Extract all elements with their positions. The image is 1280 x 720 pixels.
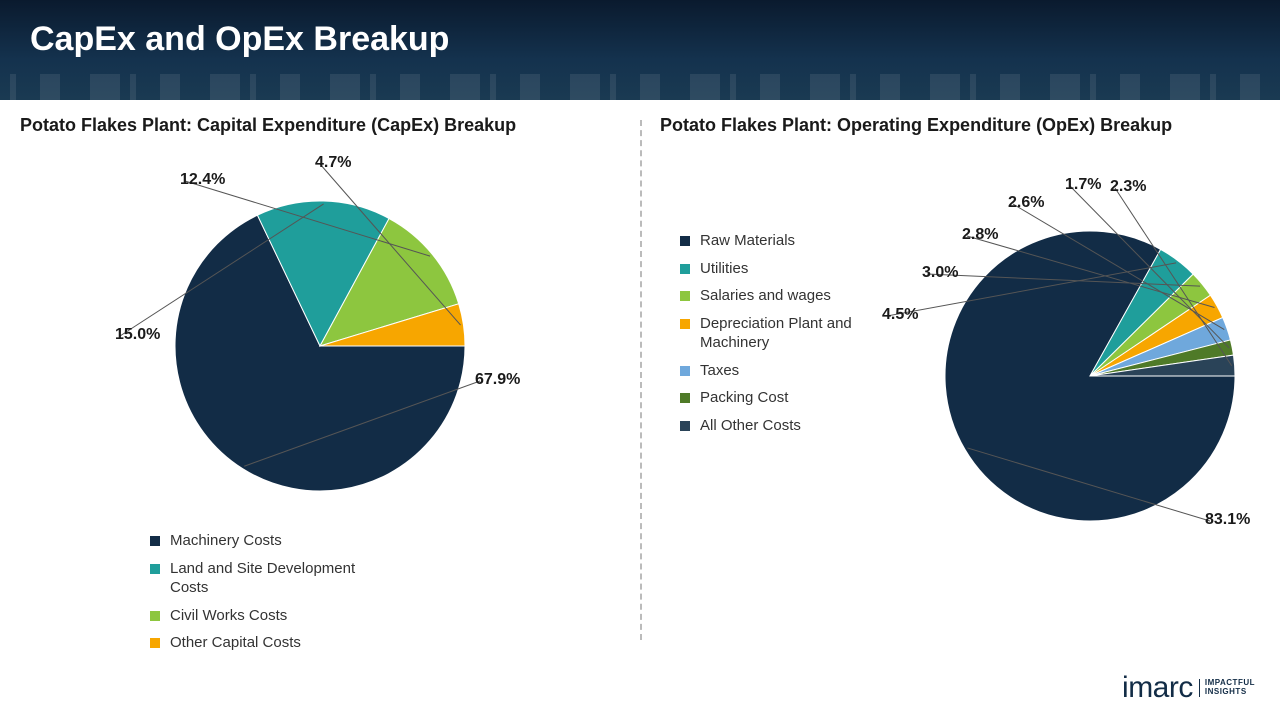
legend-swatch	[680, 393, 690, 403]
legend-item: Packing Cost	[680, 388, 910, 408]
legend-label: Raw Materials	[700, 231, 795, 251]
legend: Machinery Costs Land and Site Development…	[150, 531, 380, 661]
logo-text: imarc	[1122, 671, 1193, 705]
legend-label: Depreciation Plant and Machinery	[700, 314, 910, 353]
panel-divider	[640, 120, 642, 640]
legend-item: Civil Works Costs	[150, 606, 380, 626]
legend-item: Taxes	[680, 361, 910, 381]
legend-item: Raw Materials	[680, 231, 910, 251]
legend-item: Depreciation Plant and Machinery	[680, 314, 910, 353]
legend-item: Land and Site Development Costs	[150, 559, 380, 598]
pie-percent-label: 67.9%	[475, 371, 520, 389]
legend-swatch	[680, 366, 690, 376]
legend-swatch	[680, 421, 690, 431]
content-area: Potato Flakes Plant: Capital Expenditure…	[0, 100, 1280, 720]
legend-label: Utilities	[700, 259, 748, 279]
pie-percent-label: 2.8%	[962, 226, 998, 244]
pie-percent-label: 1.7%	[1065, 176, 1101, 194]
logo-tagline: IMPACTFUL INSIGHTS	[1199, 679, 1255, 697]
legend-label: Other Capital Costs	[170, 633, 301, 653]
brand-logo: imarc IMPACTFUL INSIGHTS	[1122, 671, 1255, 705]
legend-swatch	[680, 236, 690, 246]
legend-item: Machinery Costs	[150, 531, 380, 551]
pie-percent-label: 15.0%	[115, 326, 160, 344]
pie-percent-label: 83.1%	[1205, 511, 1250, 529]
legend-swatch	[150, 564, 160, 574]
capex-chart: 67.9%15.0%12.4%4.7%Machinery CostsLand a…	[20, 156, 620, 496]
pie-percent-label: 2.3%	[1110, 178, 1146, 196]
legend-label: Machinery Costs	[170, 531, 282, 551]
pie-percent-label: 4.7%	[315, 154, 351, 172]
legend-swatch	[150, 536, 160, 546]
capex-panel: Potato Flakes Plant: Capital Expenditure…	[0, 100, 640, 720]
legend-item: Other Capital Costs	[150, 633, 380, 653]
legend-swatch	[680, 291, 690, 301]
opex-panel: Potato Flakes Plant: Operating Expenditu…	[640, 100, 1280, 720]
opex-title: Potato Flakes Plant: Operating Expenditu…	[660, 115, 1260, 136]
legend-label: Taxes	[700, 361, 739, 381]
legend-swatch	[150, 638, 160, 648]
legend-label: Land and Site Development Costs	[170, 559, 380, 598]
pie-percent-label: 2.6%	[1008, 194, 1044, 212]
legend-label: All Other Costs	[700, 416, 801, 436]
legend-swatch	[150, 611, 160, 621]
pie-percent-label: 3.0%	[922, 264, 958, 282]
legend-swatch	[680, 264, 690, 274]
opex-chart: 83.1%4.5%3.0%2.8%2.6%1.7%2.3%Raw Materia…	[660, 156, 1260, 496]
capex-title: Potato Flakes Plant: Capital Expenditure…	[20, 115, 620, 136]
skyline-decoration	[0, 60, 1280, 100]
legend-item: Utilities	[680, 259, 910, 279]
legend-label: Civil Works Costs	[170, 606, 287, 626]
legend-swatch	[680, 319, 690, 329]
legend-item: Salaries and wages	[680, 286, 910, 306]
legend-label: Salaries and wages	[700, 286, 831, 306]
pie-percent-label: 12.4%	[180, 171, 225, 189]
legend-label: Packing Cost	[700, 388, 788, 408]
header: CapEx and OpEx Breakup	[0, 0, 1280, 100]
legend: Raw Materials Utilities Salaries and wages…	[680, 231, 910, 443]
page-title: CapEx and OpEx Breakup	[30, 20, 1250, 59]
legend-item: All Other Costs	[680, 416, 910, 436]
